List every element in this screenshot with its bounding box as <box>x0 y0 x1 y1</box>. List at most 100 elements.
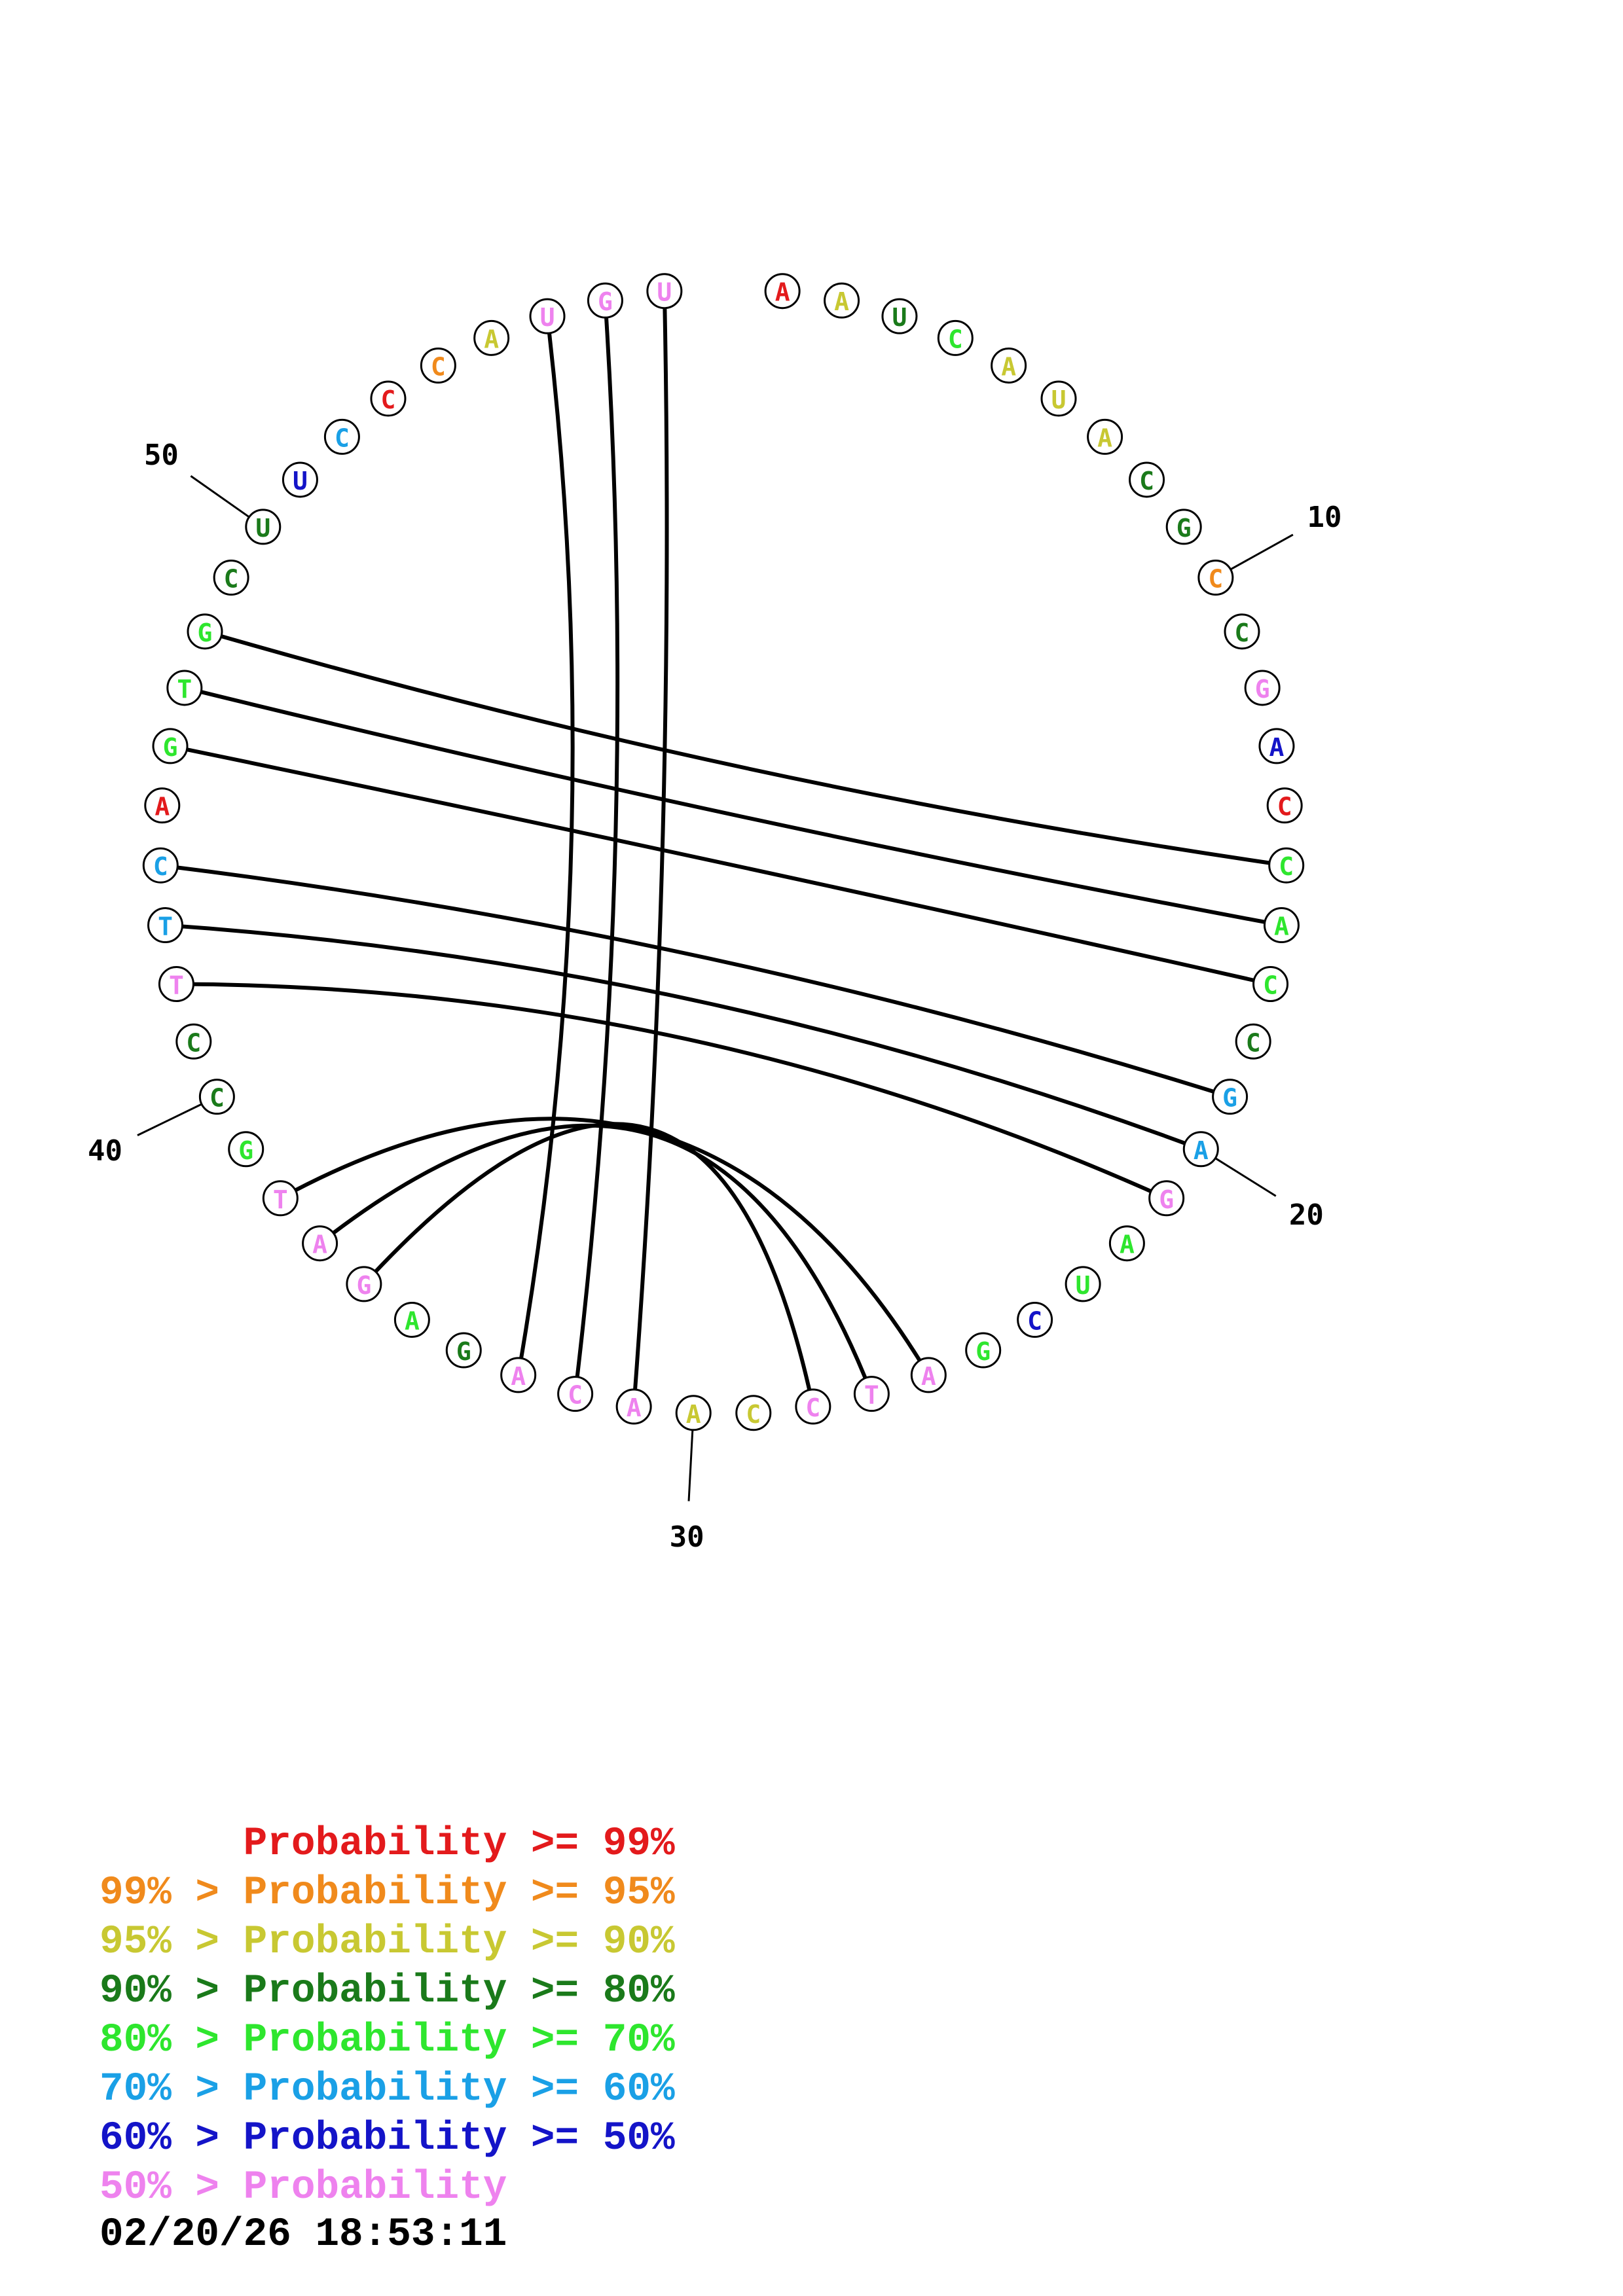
nucleotide-circle <box>262 1180 299 1217</box>
nucleotide-53: C <box>370 380 407 417</box>
tick-label-10: 10 <box>1307 501 1341 534</box>
nucleotide-letter: G <box>1176 514 1192 543</box>
nucleotide-letter: T <box>177 675 192 704</box>
nucleotide-34: G <box>445 1332 482 1369</box>
timestamp: 02/20/26 18:53:11 <box>100 2212 507 2257</box>
nucleotide-14: C <box>1266 787 1303 824</box>
nucleotide-letter: U <box>255 514 270 543</box>
legend-row-5: 80% > Probability >= 70% <box>100 2016 675 2065</box>
nucleotide-circle <box>735 1395 772 1431</box>
nucleotide-ring: A AUCAUACGCCGACCACCGAGAUCGATCCAACAGAGATGC… <box>142 273 1305 1431</box>
tick-line-30 <box>687 1429 694 1501</box>
nucleotide-letter: G <box>1159 1185 1174 1214</box>
nucleotide-letter: C <box>568 1381 583 1410</box>
nucleotide-41: C <box>175 1023 212 1060</box>
nucleotide-circle <box>1212 1079 1249 1115</box>
nucleotide-circle <box>795 1388 831 1425</box>
nucleotide-24: C <box>1017 1302 1053 1338</box>
nucleotide-letter: U <box>657 278 672 307</box>
nucleotide-46: G <box>152 728 189 764</box>
legend-label: Probability >= 60% <box>243 2067 675 2112</box>
nucleotide-letter: C <box>1279 852 1294 881</box>
nucleotide-letter: G <box>598 287 613 316</box>
nucleotide-letter: U <box>540 303 555 332</box>
nucleotide-56: U <box>529 298 566 334</box>
nucleotide-circle <box>147 907 184 944</box>
nucleotide-circle <box>557 1376 594 1412</box>
nucleotide-circle <box>1148 1180 1185 1217</box>
nucleotide-circle <box>1263 907 1300 944</box>
nucleotide-7: A <box>1087 418 1123 455</box>
nucleotide-37: A <box>302 1225 338 1262</box>
nucleotide-circle <box>853 1376 890 1412</box>
nucleotide-letter: C <box>381 386 396 414</box>
nucleotide-letter: G <box>456 1337 471 1366</box>
nucleotide-letter: A <box>1194 1136 1209 1165</box>
legend-threshold: 60% > <box>100 2116 244 2161</box>
legend-threshold: 70% > <box>100 2067 244 2112</box>
nucleotide-31: A <box>615 1388 652 1425</box>
nucleotide-circle <box>187 613 223 650</box>
probability-legend: Probability >= 99% 99% > Probability >= 9… <box>100 1820 675 2212</box>
nucleotide-40: C <box>198 1079 235 1115</box>
pair-arc-33-56 <box>516 315 575 1376</box>
nucleotide-4: C <box>937 319 974 356</box>
nucleotide-33: A <box>500 1357 537 1393</box>
nucleotide-circle <box>323 418 360 455</box>
nucleotide-letter: A <box>627 1393 642 1422</box>
nucleotide-circle <box>1258 728 1295 764</box>
nucleotide-letter: A <box>484 325 499 353</box>
nucleotide-letter: T <box>169 971 184 1000</box>
nucleotide-42: T <box>158 966 194 1003</box>
nucleotide-circle <box>1165 509 1202 545</box>
tick-line-10 <box>1230 533 1294 571</box>
nucleotide-letter: T <box>864 1381 879 1410</box>
nucleotide-1: A <box>764 273 801 310</box>
nucleotide-circle <box>142 847 179 884</box>
nucleotide-letter: C <box>805 1393 820 1422</box>
legend-row-6: 70% > Probability >= 60% <box>100 2065 675 2114</box>
nucleotide-letter: C <box>335 423 350 452</box>
tick-label-40: 40 <box>88 1134 122 1168</box>
nucleotide-50: U <box>245 509 282 545</box>
nucleotide-circle <box>1252 966 1289 1003</box>
nucleotide-22: A <box>1108 1225 1145 1262</box>
nucleotide-circle <box>991 348 1027 384</box>
nucleotide-letter: A <box>1001 353 1016 382</box>
nucleotide-letter: T <box>273 1185 288 1214</box>
legend-threshold <box>100 1821 244 1867</box>
nucleotide-circle <box>587 282 623 319</box>
nucleotide-letter: U <box>1051 386 1067 414</box>
nucleotide-letter: C <box>1027 1307 1042 1336</box>
nucleotide-circle <box>1182 1131 1219 1168</box>
pair-arc-17-46 <box>170 744 1271 986</box>
pair-arc-31-58 <box>632 291 669 1407</box>
nucleotide-letter: C <box>1263 971 1278 1000</box>
tick-label-20: 20 <box>1289 1198 1324 1232</box>
legend-label: Probability >= 90% <box>243 1920 675 1965</box>
nucleotide-circle <box>1108 1225 1145 1262</box>
nucleotide-letter: C <box>186 1028 201 1057</box>
nucleotide-circle <box>166 670 203 706</box>
legend-threshold: 90% > <box>100 1969 244 2014</box>
nucleotide-27: T <box>853 1376 890 1412</box>
nucleotide-55: A <box>473 319 510 356</box>
nucleotide-letter: A <box>1097 423 1112 452</box>
legend-threshold: 99% > <box>100 1871 244 1916</box>
nucleotide-2: A <box>824 282 860 319</box>
pair-arc-26-38 <box>279 1117 930 1376</box>
nucleotide-letter: A <box>312 1230 327 1259</box>
nucleotide-32: C <box>557 1376 594 1412</box>
nucleotide-25: G <box>965 1332 1002 1369</box>
legend-label: Probability >= 70% <box>243 2018 675 2063</box>
nucleotide-43: T <box>147 907 184 944</box>
nucleotide-letter: A <box>1274 912 1289 941</box>
nucleotide-circle <box>158 966 194 1003</box>
nucleotide-36: G <box>346 1266 382 1302</box>
tick-line-40 <box>137 1103 202 1136</box>
nucleotide-circle <box>1129 461 1165 498</box>
tick-line-50 <box>190 475 250 518</box>
nucleotide-29: C <box>735 1395 772 1431</box>
tick-label-50: 50 <box>144 439 179 472</box>
nucleotide-circle <box>1266 787 1303 824</box>
